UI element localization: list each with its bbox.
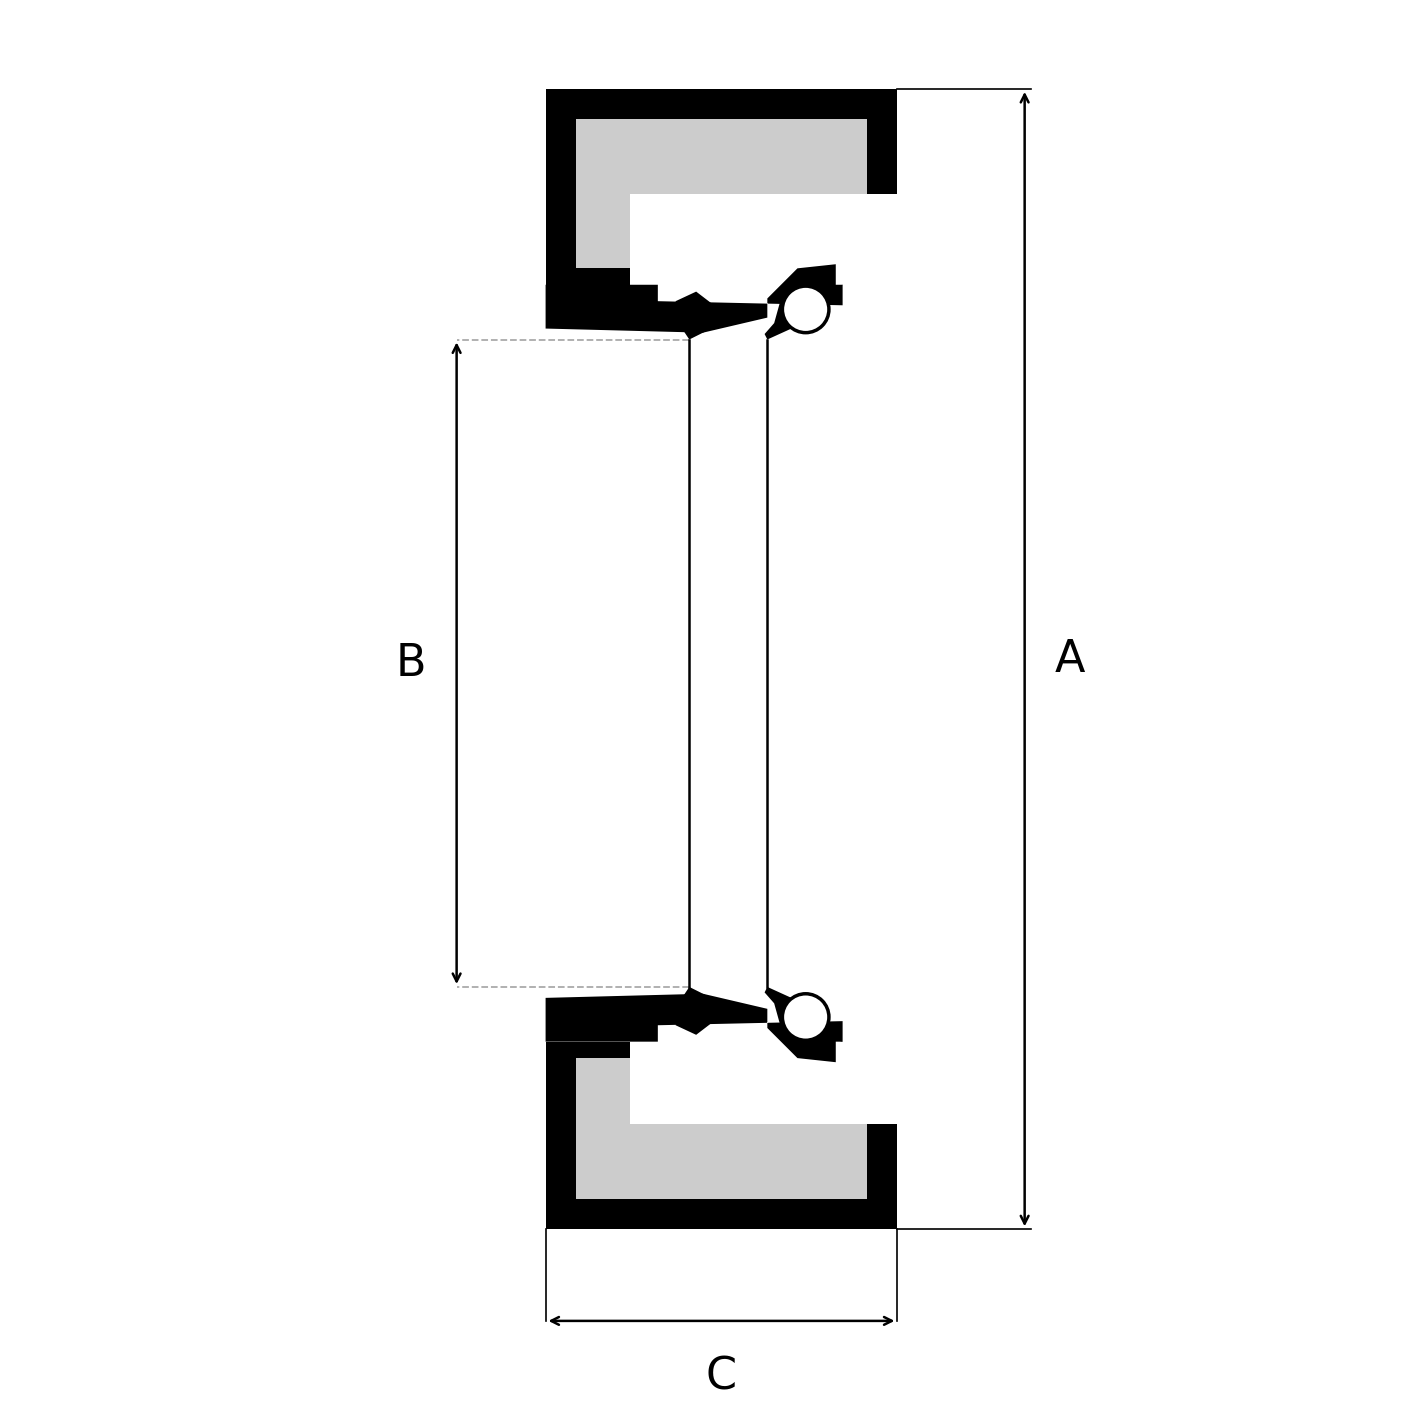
Polygon shape <box>546 1199 897 1229</box>
Polygon shape <box>765 987 842 1042</box>
Polygon shape <box>575 1123 868 1199</box>
Polygon shape <box>676 987 720 1035</box>
Polygon shape <box>546 264 842 333</box>
Polygon shape <box>546 1059 575 1199</box>
Text: A: A <box>1054 637 1085 681</box>
Circle shape <box>782 287 830 333</box>
Polygon shape <box>868 120 897 194</box>
Text: C: C <box>706 1355 737 1398</box>
Polygon shape <box>546 994 842 1062</box>
Polygon shape <box>765 285 842 339</box>
Polygon shape <box>546 269 630 285</box>
Polygon shape <box>868 1123 897 1199</box>
Polygon shape <box>546 89 897 120</box>
Polygon shape <box>676 291 720 339</box>
Polygon shape <box>546 1042 630 1059</box>
Polygon shape <box>546 120 575 269</box>
Circle shape <box>782 994 830 1040</box>
Polygon shape <box>575 1042 630 1123</box>
Polygon shape <box>575 194 630 285</box>
Polygon shape <box>575 120 868 194</box>
Text: B: B <box>396 641 426 685</box>
